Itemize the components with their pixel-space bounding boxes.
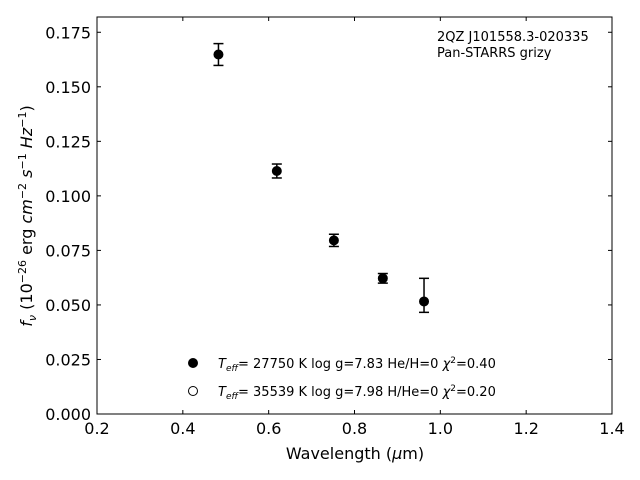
x-tick-label: 1.2 xyxy=(513,419,538,438)
plot-area xyxy=(96,16,613,415)
y-tick-label: 0.025 xyxy=(45,350,91,369)
legend: Teff= 27750 K log g=7.83 He/H=0 χ2=0.40 … xyxy=(188,356,496,402)
annotation-line-2: Pan-STARRS grizy xyxy=(437,46,552,61)
data-point xyxy=(419,296,430,307)
data-point xyxy=(377,273,388,284)
x-axis-ticks: 0.2 0.4 0.6 0.8 1.0 1.2 1.4 xyxy=(84,17,625,438)
y-tick-label: 0.075 xyxy=(45,241,91,260)
legend-marker-open xyxy=(188,386,198,396)
data-point xyxy=(213,49,224,60)
y-tick-label: 0.150 xyxy=(45,78,91,97)
y-tick-label: 0.100 xyxy=(45,187,91,206)
y-tick-label: 0.050 xyxy=(45,296,91,315)
x-tick-label: 0.2 xyxy=(84,419,109,438)
x-tick-label: 1.0 xyxy=(428,419,453,438)
legend-label-1: Teff= 27750 K log g=7.83 He/H=0 χ2=0.40 xyxy=(218,356,496,374)
y-tick-label: 0.000 xyxy=(45,405,91,424)
annotation-line-1: 2QZ J101558.3-020335 xyxy=(437,30,589,45)
data-points xyxy=(213,42,430,314)
legend-marker-filled xyxy=(188,358,198,368)
data-point xyxy=(271,166,282,177)
x-tick-label: 0.4 xyxy=(170,419,195,438)
data-point xyxy=(328,235,339,246)
y-axis-ticks: 0.000 0.025 0.050 0.075 0.100 0.125 0.150 0.175 xyxy=(45,23,612,424)
x-tick-label: 1.4 xyxy=(599,419,624,438)
y-tick-label: 0.125 xyxy=(45,132,91,151)
x-axis-label: Wavelength (μm) xyxy=(286,444,424,463)
y-axis-label: fν (10−26 erg cm−2 s−1 Hz−1) xyxy=(16,105,39,326)
legend-label-2: Teff= 35539 K log g=7.98 H/He=0 χ2=0.20 xyxy=(218,384,496,402)
x-tick-label: 0.6 xyxy=(256,419,281,438)
y-tick-label: 0.175 xyxy=(45,23,91,42)
x-tick-label: 0.8 xyxy=(342,419,367,438)
